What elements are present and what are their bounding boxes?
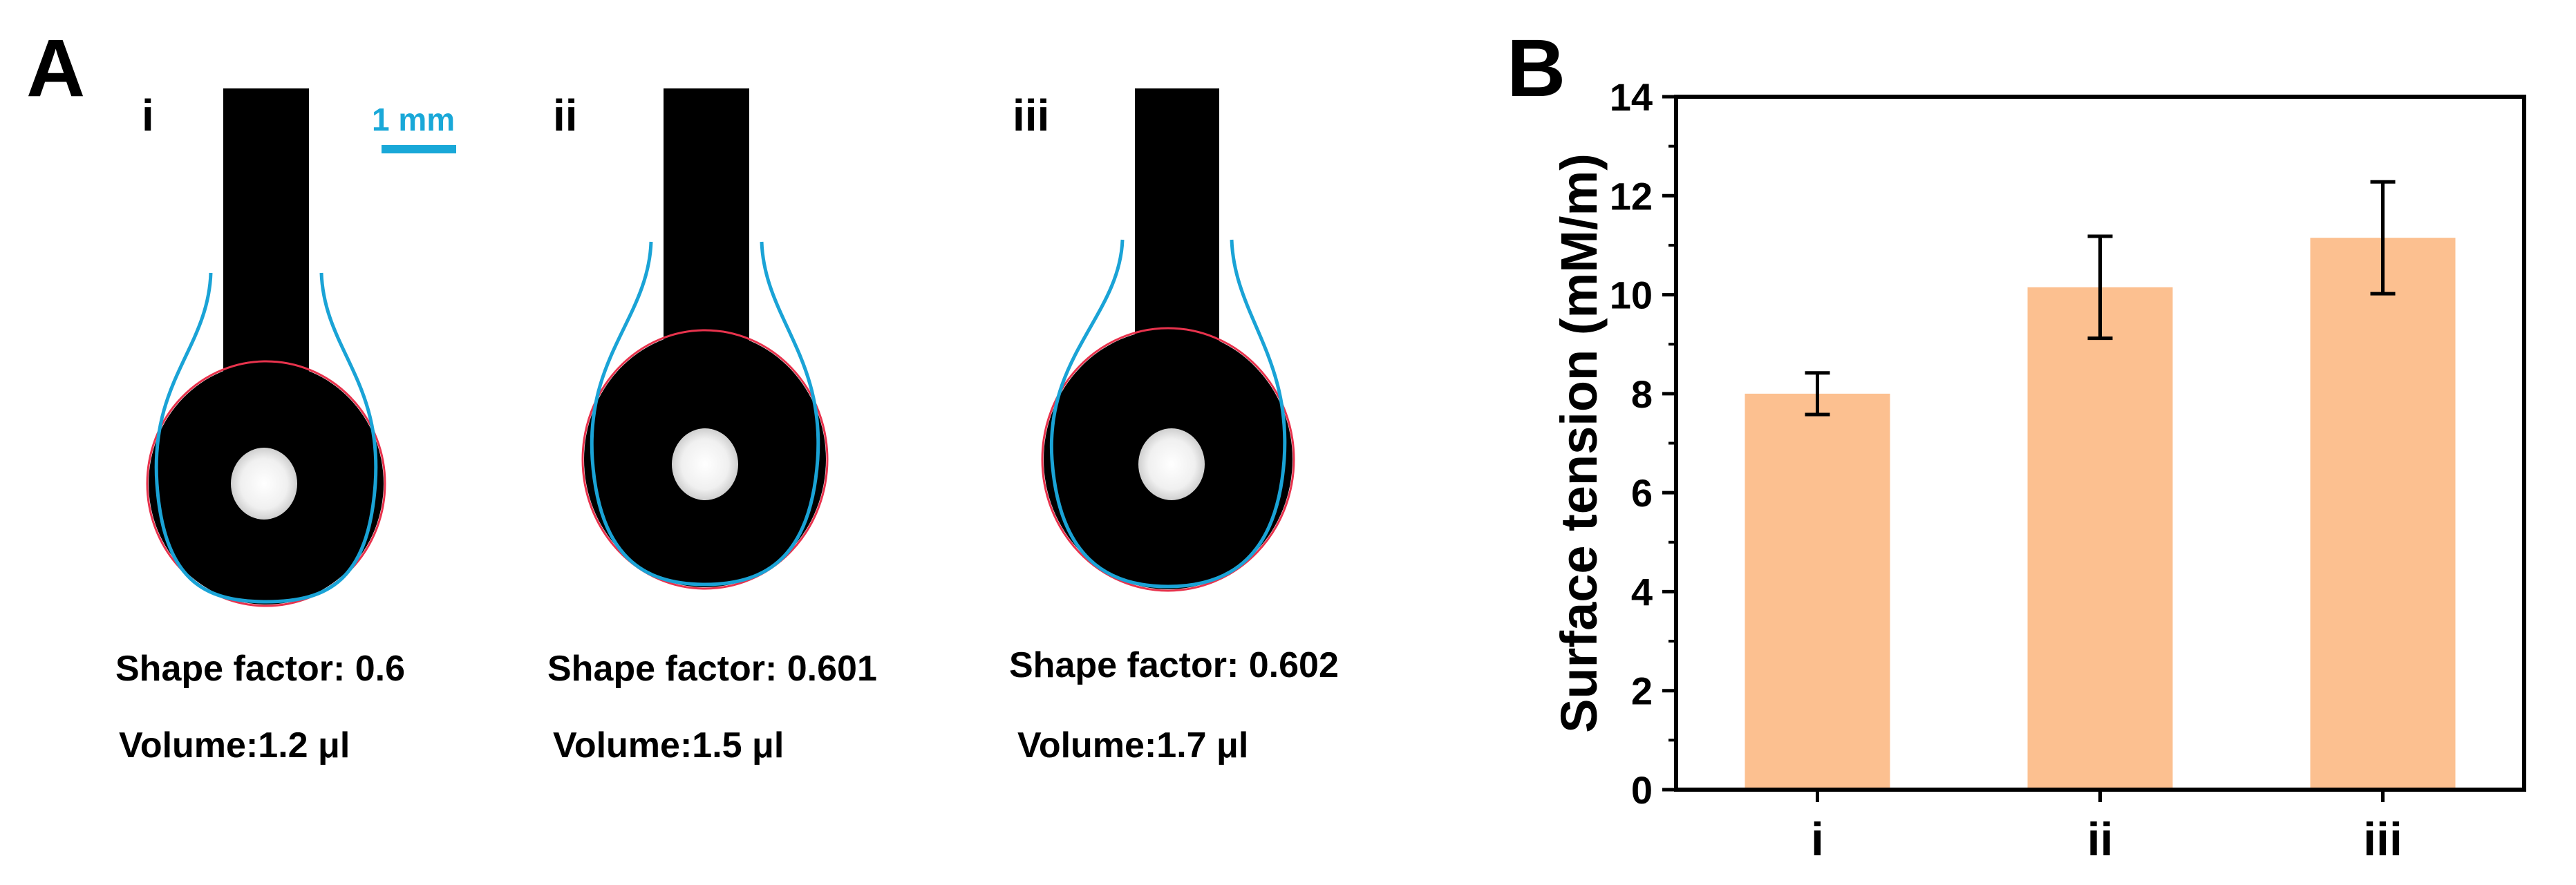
- volume-iii: Volume:1.7 μl: [1017, 725, 1249, 765]
- y-tick-label-14: 14: [1610, 75, 1653, 119]
- fit-curve: [590, 241, 820, 587]
- droplet-iii: [1041, 88, 1295, 592]
- y-tick-label-12: 12: [1610, 174, 1653, 218]
- y-tick-label-4: 4: [1631, 570, 1653, 613]
- shape-factor-i: Shape factor: 0.6: [115, 649, 406, 689]
- drop-glint: [231, 448, 297, 520]
- drop-glint: [1138, 428, 1205, 500]
- fit-curve: [1049, 239, 1287, 589]
- y-tick-label-2: 2: [1631, 669, 1653, 713]
- panel-b-letter: B: [1507, 23, 1566, 114]
- droplet-i: [146, 88, 386, 607]
- volume-ii: Volume:1.5 μl: [553, 725, 784, 765]
- shape-factor-iii: Shape factor: 0.602: [1009, 645, 1339, 685]
- x-tick-label-iii: iii: [2363, 813, 2403, 866]
- drop-label-i: i: [142, 91, 154, 140]
- error-bar-iii: [2370, 180, 2396, 296]
- volume-i: Volume:1.2 μl: [119, 725, 350, 765]
- needle: [664, 88, 749, 377]
- bar-iii: [2310, 238, 2456, 790]
- scale-bar: [382, 145, 456, 153]
- needle: [223, 88, 309, 390]
- y-tick-label-6: 6: [1631, 471, 1653, 515]
- x-tick-label-i: i: [1811, 813, 1824, 866]
- y-tick-label-8: 8: [1631, 372, 1653, 416]
- y-axis-label: Surface tension (mM/m): [1550, 153, 1608, 733]
- fit-curve: [154, 272, 378, 604]
- bar-ii: [2027, 287, 2173, 790]
- bar-i: [1745, 393, 1890, 790]
- x-tick-label-ii: ii: [2087, 813, 2114, 866]
- shape-factor-ii: Shape factor: 0.601: [547, 649, 877, 689]
- drop-glint: [672, 428, 738, 500]
- y-tick-label-0: 0: [1631, 768, 1653, 812]
- drop-label-ii: ii: [553, 91, 578, 140]
- plot-frame: [1674, 95, 2526, 792]
- drop-edge: [146, 360, 386, 607]
- y-tick-label-10: 10: [1610, 274, 1653, 317]
- droplet-images: [146, 88, 1295, 607]
- panel-a-letter: A: [26, 23, 86, 114]
- drop-edge: [581, 329, 829, 590]
- error-bar-ii: [2087, 234, 2113, 341]
- drop-edge: [1041, 327, 1295, 592]
- error-bar-i: [1805, 371, 1830, 417]
- scale-bar-label: 1 mm: [372, 102, 455, 137]
- drop-label-iii: iii: [1013, 91, 1050, 140]
- droplet-ii: [581, 88, 829, 590]
